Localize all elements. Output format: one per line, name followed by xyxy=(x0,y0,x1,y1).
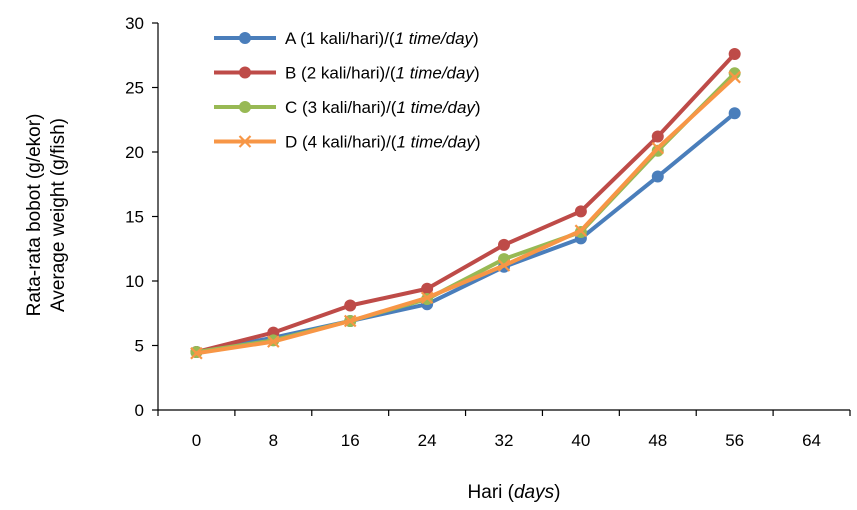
x-tick-label: 32 xyxy=(495,431,514,450)
y-tick-label: 25 xyxy=(125,79,144,98)
legend-marker xyxy=(239,66,251,79)
data-point xyxy=(651,130,664,143)
legend-marker xyxy=(238,135,252,148)
legend-item-c: C (3 kali/hari)/(1 time/day) xyxy=(214,98,481,117)
legend-marker xyxy=(239,32,251,44)
y-tick-label: 5 xyxy=(135,337,144,356)
data-point xyxy=(497,259,511,272)
y-tick-label: 0 xyxy=(135,401,144,420)
y-tick-label: 20 xyxy=(125,143,144,162)
data-point xyxy=(728,67,741,80)
x-tick-label: 16 xyxy=(341,431,360,450)
legend-label: A (1 kali/hari)/(1 time/day) xyxy=(285,29,479,48)
series-d xyxy=(190,70,741,360)
data-point xyxy=(344,299,357,312)
data-point xyxy=(267,335,280,348)
legend-item-b: B (2 kali/hari)/(1 time/day) xyxy=(214,64,480,83)
y-tick-label: 15 xyxy=(125,208,144,227)
x-axis-title: Hari (days) xyxy=(468,482,561,503)
x-tick-label: 64 xyxy=(802,431,821,450)
data-point xyxy=(574,205,587,218)
y-axis-title-line1: Rata-rata bobot (g/ekor) xyxy=(24,114,45,317)
x-tick-label: 0 xyxy=(192,431,201,450)
legend: A (1 kali/hari)/(1 time/day) B (2 kali/ha… xyxy=(214,29,481,152)
legend-label: D (4 kali/hari)/(1 time/day) xyxy=(285,133,481,152)
x-tick-label: 56 xyxy=(725,431,744,450)
legend-label: C (3 kali/hari)/(1 time/day) xyxy=(285,98,481,117)
y-axis-title-line2: Average weight (g/fish) xyxy=(48,118,69,312)
y-tick-label: 10 xyxy=(125,272,144,291)
series-layer xyxy=(190,47,741,360)
series-b xyxy=(190,47,741,358)
x-tick-label: 40 xyxy=(571,431,590,450)
data-point xyxy=(421,282,434,295)
data-point xyxy=(651,141,665,155)
series-line xyxy=(194,75,737,356)
legend-marker xyxy=(239,101,251,113)
series-line xyxy=(194,111,737,354)
x-tick-label: 8 xyxy=(269,431,278,450)
legend-item-d: D (4 kali/hari)/(1 time/day) xyxy=(214,133,481,152)
legend-item-a: A (1 kali/hari)/(1 time/day) xyxy=(214,29,479,48)
x-tick-label: 48 xyxy=(648,431,667,450)
y-tick-label: 30 xyxy=(125,14,144,33)
data-point xyxy=(651,170,664,183)
data-point xyxy=(420,291,434,305)
axes: 0 5 10 15 20 25 30 0 8 16 24 32 40 48 56 64 xyxy=(125,14,851,450)
data-point xyxy=(728,107,741,120)
data-point xyxy=(574,224,588,237)
series-line xyxy=(194,51,737,354)
x-tick-label: 24 xyxy=(418,431,437,450)
legend-label: B (2 kali/hari)/(1 time/day) xyxy=(285,64,480,83)
data-point xyxy=(343,314,357,328)
data-point xyxy=(190,346,203,360)
data-point xyxy=(728,47,741,60)
data-point xyxy=(728,70,741,84)
data-point xyxy=(498,238,510,251)
